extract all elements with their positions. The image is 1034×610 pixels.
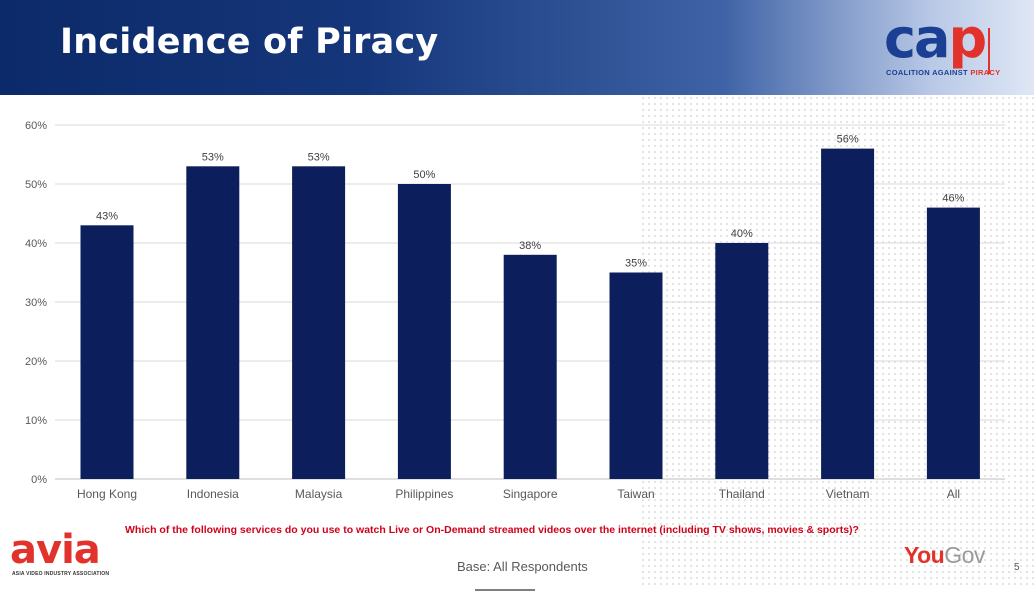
header-banner: Incidence of Piracy cap COALITION AGAINS… [0,0,1034,95]
data-label: 38% [519,240,541,252]
avia-logo: avia ASIA VIDEO INDUSTRY ASSOCIATION [10,527,120,579]
y-tick-label: 10% [25,415,47,427]
y-tick-label: 50% [25,179,47,191]
x-tick-label: Malaysia [295,487,343,501]
cap-logo-letter-p: p [948,7,987,70]
x-tick-label: Indonesia [187,487,239,501]
bar [186,166,240,480]
cap-logo: cap COALITION AGAINST PIRACY [884,7,1024,84]
bar [292,166,346,480]
bar [926,207,980,479]
bar [609,272,663,479]
avia-logo-subtitle: ASIA VIDEO INDUSTRY ASSOCIATION [12,571,110,577]
bar [715,243,769,479]
page-title: Incidence of Piracy [60,22,439,62]
data-label: 40% [731,228,753,240]
y-tick-label: 0% [31,474,47,486]
y-tick-label: 60% [25,120,47,132]
x-tick-label: Hong Kong [77,487,137,501]
bar-chart: 0% 10% 20% 30% 40% 50% 60% 43% Hong Kong 53% Indon… [25,120,1005,501]
x-tick-label: Thailand [719,487,765,501]
bar [80,225,134,479]
data-label: 53% [308,151,330,163]
y-tick-label: 30% [25,297,47,309]
data-label: 46% [942,193,964,205]
x-tick-label: Philippines [395,487,453,501]
data-label: 56% [837,134,859,146]
survey-question: Which of the following services do you u… [125,524,859,536]
data-label: 50% [413,169,435,181]
x-tick-label: All [947,487,960,501]
cap-logo-tagline: COALITION AGAINST PIRACY [886,68,1001,77]
footer-divider [475,589,535,591]
y-tick-label: 20% [25,356,47,368]
cap-logo-letters: ca [884,7,950,70]
yougov-logo: YouGov [904,542,985,568]
bar [503,254,557,479]
data-label: 43% [96,210,118,222]
x-tick-label: Vietnam [826,487,870,501]
bar [397,184,451,479]
avia-logo-text: avia [10,527,101,573]
page-number: 5 [1014,562,1020,573]
x-tick-label: Taiwan [617,487,654,501]
base-note: Base: All Respondents [457,559,588,574]
x-tick-label: Singapore [503,487,558,501]
cap-logo-rule [988,28,990,74]
y-tick-label: 40% [25,238,47,250]
bar [821,148,875,479]
data-label: 53% [202,151,224,163]
data-label: 35% [625,258,647,270]
